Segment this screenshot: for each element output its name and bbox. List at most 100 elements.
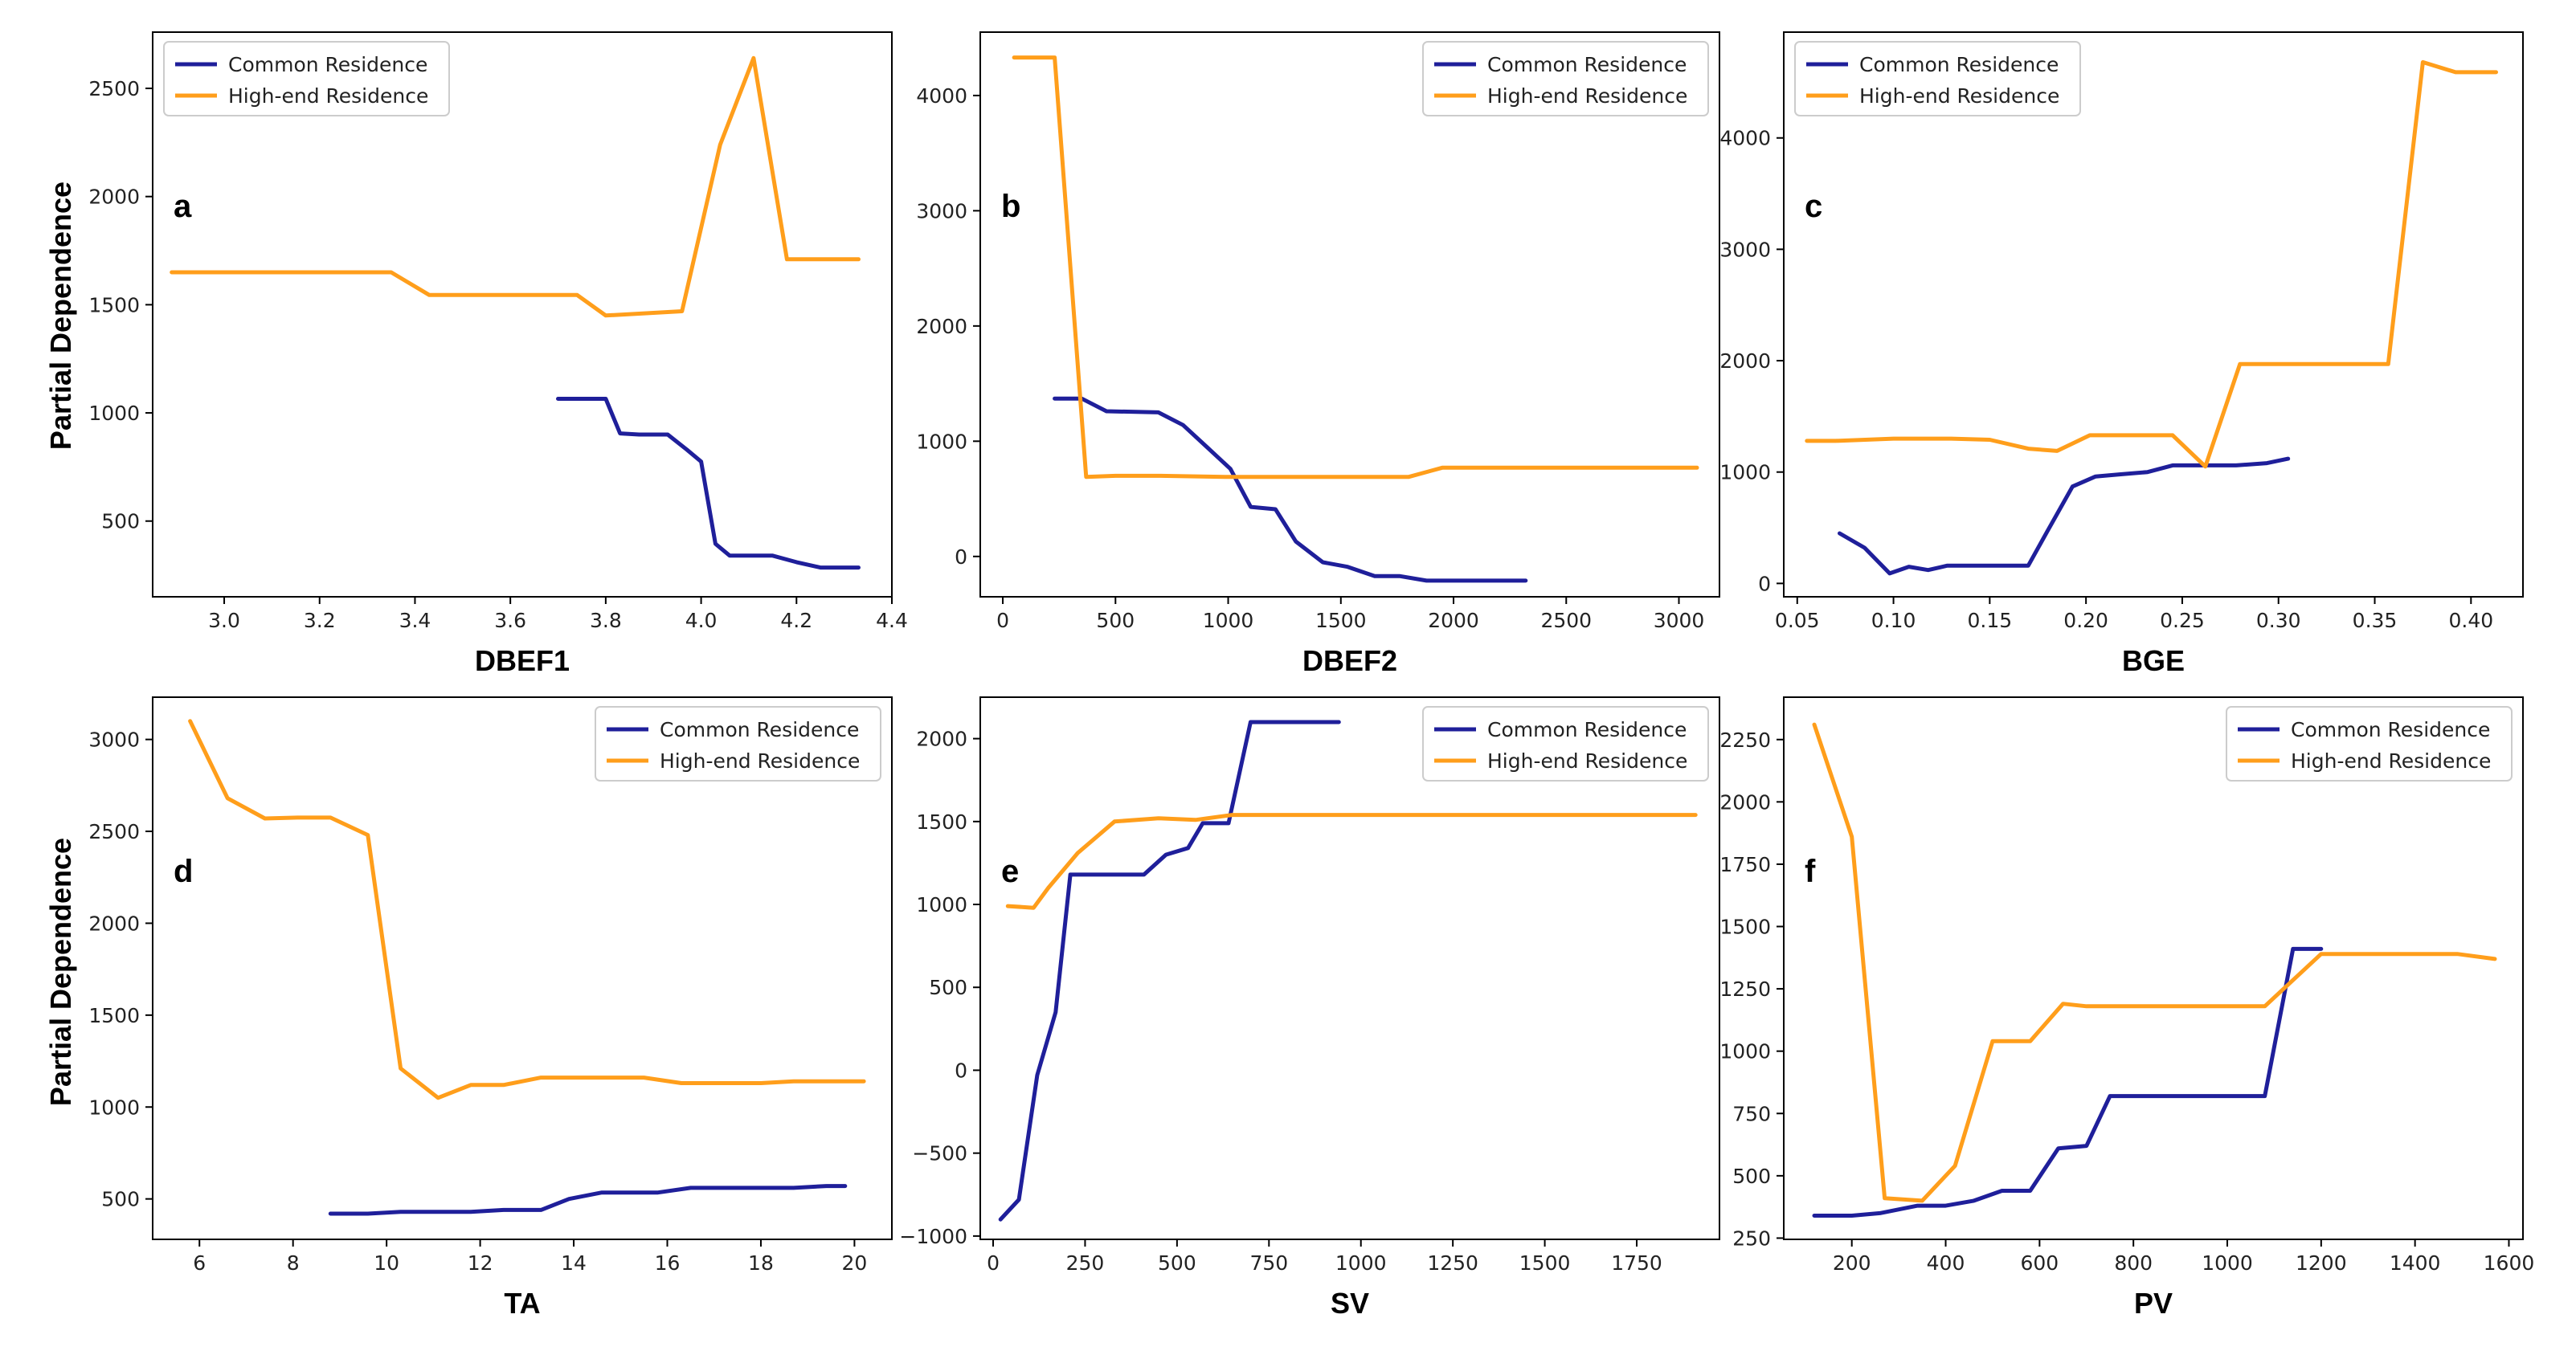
panel-b-legend-label: High-end Residence (1487, 84, 1687, 108)
panel-d-xtick-label: 6 (193, 1251, 206, 1275)
panel-b-ytick-label: 1000 (916, 430, 967, 453)
panel-a-xtick-label: 3.2 (304, 609, 336, 632)
panel-f-ytick-label: 500 (1732, 1165, 1771, 1188)
panel-d-series-common-residence-line (328, 1184, 848, 1216)
panel-d-ytick-label: 2000 (88, 912, 140, 935)
panel-b-xtick-label: 2500 (1540, 609, 1592, 632)
panel-f-legend-label: Common Residence (2291, 718, 2490, 741)
panel-c-xtick-label: 0.35 (2353, 609, 2398, 632)
panel-d-frame (152, 696, 893, 1240)
panel-f-ytick-label: 2000 (1719, 790, 1771, 814)
panel-c-ytick-label: 0 (1758, 572, 1771, 595)
panel-a-frame (152, 31, 893, 598)
panel-c-xtick-label: 0.40 (2448, 609, 2493, 632)
panel-e-ytick-label: 1000 (916, 893, 967, 916)
panel-b-legend-label: Common Residence (1487, 53, 1687, 76)
panel-e-ytick-label: 0 (955, 1059, 967, 1082)
panel-d-xtick-label: 8 (287, 1251, 300, 1275)
panel-e-series-common-residence-line (998, 720, 1341, 1222)
panel-c-legend-label: High-end Residence (1859, 84, 2059, 108)
panel-b-legend: Common Residence High-end Residence (1422, 41, 1709, 116)
panel-b-letter: b (1001, 189, 1020, 224)
panel-a-xtick-label: 3.0 (208, 609, 240, 632)
panel-e: 0 250 500 750 1000 1250 1500 1750 −1000 −500 0 500 1… (899, 696, 1720, 1320)
panel-c-xtick-label: 0.30 (2256, 609, 2301, 632)
chart-panels: 3.0 3.2 3.4 3.6 3.8 4.0 4.2 4.45001000150020002… (88, 31, 2534, 1320)
panel-c-frame (1783, 31, 2524, 598)
panel-a-ytick-label: 500 (101, 510, 140, 533)
panel-c-xtick-label: 0.10 (1871, 609, 1916, 632)
panel-a-ytick-label: 1500 (88, 293, 140, 316)
panel-a-xtick-label: 4.4 (876, 609, 908, 632)
panel-a-xtick-label: 4.2 (780, 609, 812, 632)
panel-d-legend: Common Residence High-end Residence (595, 706, 881, 782)
panel-e-legend-label: High-end Residence (1487, 749, 1687, 773)
panel-e-frame (979, 696, 1720, 1240)
panel-d-xtick-label: 12 (468, 1251, 493, 1275)
panel-a-xtick-label: 3.6 (494, 609, 526, 632)
panel-d-xtick-label: 14 (561, 1251, 587, 1275)
panel-a-series-common-residence-line (556, 397, 861, 570)
panel-c-letter: c (1805, 189, 1822, 224)
panel-a-ytick-label: 2500 (88, 77, 140, 100)
panel-d: 6 8 10 12 14 16 18 20 500 1000 1500 2000 2500 3000 d TA… (88, 696, 893, 1320)
panel-b-xtick-label: 1000 (1203, 609, 1254, 632)
panel-f-xtick-label: 1400 (2390, 1251, 2441, 1275)
panel-a-legend: Common Residence High-end Residence (163, 41, 450, 116)
panel-b-ytick-label: 3000 (916, 199, 967, 222)
panel-e-xtick-label: 250 (1066, 1251, 1105, 1275)
panel-e-x-axis-label: SV (1331, 1287, 1369, 1320)
panel-f-legend-box (2226, 706, 2513, 782)
panel-e-xtick-label: 0 (987, 1251, 1000, 1275)
panel-a-legend-label: High-end Residence (228, 84, 428, 108)
panel-f-xtick-label: 1000 (2202, 1251, 2253, 1275)
panel-e-xtick-label: 1500 (1519, 1251, 1571, 1275)
panel-b-legend-box (1422, 41, 1709, 116)
panel-b-xtick-label: 500 (1096, 609, 1135, 632)
panel-e-ytick-label: −500 (912, 1142, 967, 1165)
panel-b-xtick-label: 3000 (1654, 609, 1705, 632)
panel-e-xtick-label: 1000 (1335, 1251, 1387, 1275)
panel-b-xtick-label: 1500 (1315, 609, 1367, 632)
panel-c-xtick-label: 0.15 (1968, 609, 2013, 632)
panel-a-x-axis-label: DBEF1 (475, 644, 570, 677)
panel-d-ytick-label: 500 (101, 1188, 140, 1211)
y-axis-label-bottom: Partial Dependence (44, 838, 77, 1106)
panel-f-x-axis-label: PV (2134, 1287, 2173, 1320)
panel-b: 0 500 1000 1500 2000 2500 3000 0 1000 2000 3000 400… (916, 31, 1720, 677)
panel-e-series-high-end-residence-line (1005, 813, 1698, 910)
panel-a-xtick-label: 3.8 (590, 609, 622, 632)
panel-f-ytick-label: 750 (1732, 1102, 1771, 1125)
panel-a-ytick-label: 1000 (88, 402, 140, 425)
panel-c-legend-label: Common Residence (1859, 53, 2059, 76)
panel-f-ytick-label: 2250 (1719, 729, 1771, 752)
panel-d-xtick-label: 18 (748, 1251, 774, 1275)
panel-b-ytick-label: 0 (955, 545, 967, 569)
panel-f-xtick-label: 200 (1833, 1251, 1871, 1275)
panel-c-xtick-label: 0.20 (2063, 609, 2108, 632)
panel-d-legend-label: High-end Residence (660, 749, 860, 773)
panel-d-xtick-label: 16 (655, 1251, 681, 1275)
panel-f-ytick-label: 250 (1732, 1227, 1771, 1250)
panel-d-xtick-label: 10 (374, 1251, 399, 1275)
panel-f-legend-label: High-end Residence (2291, 749, 2491, 773)
panel-a-xtick-label: 4.0 (685, 609, 718, 632)
panel-c-ytick-label: 2000 (1719, 349, 1771, 373)
panel-a: 3.0 3.2 3.4 3.6 3.8 4.0 4.2 4.4 500 1000 1500 2000 2… (88, 31, 908, 677)
panel-f-legend: Common Residence High-end Residence (2226, 706, 2513, 782)
panel-a-legend-label: Common Residence (228, 53, 427, 76)
panel-f-series-common-residence-line (1812, 946, 2324, 1218)
panel-a-ytick-label: 2000 (88, 186, 140, 209)
y-axis-label-top: Partial Dependence (44, 182, 77, 450)
panel-e-ytick-label: −1000 (899, 1225, 967, 1248)
panel-c-legend: Common Residence High-end Residence (1794, 41, 2081, 116)
panel-a-series-high-end-residence-line (170, 55, 861, 318)
panel-f-xtick-label: 1200 (2296, 1251, 2347, 1275)
panel-f-ytick-label: 1500 (1719, 916, 1771, 939)
panel-f: 200 400 600 800 1000 1200 1400 1600 250 500 750 100… (1719, 696, 2534, 1320)
panel-d-legend-label: Common Residence (660, 718, 859, 741)
panel-c-ytick-label: 3000 (1719, 238, 1771, 261)
panel-c: 0.05 0.10 0.15 0.20 0.25 0.30 0.35 0.40 0 1000 200… (1719, 31, 2524, 677)
